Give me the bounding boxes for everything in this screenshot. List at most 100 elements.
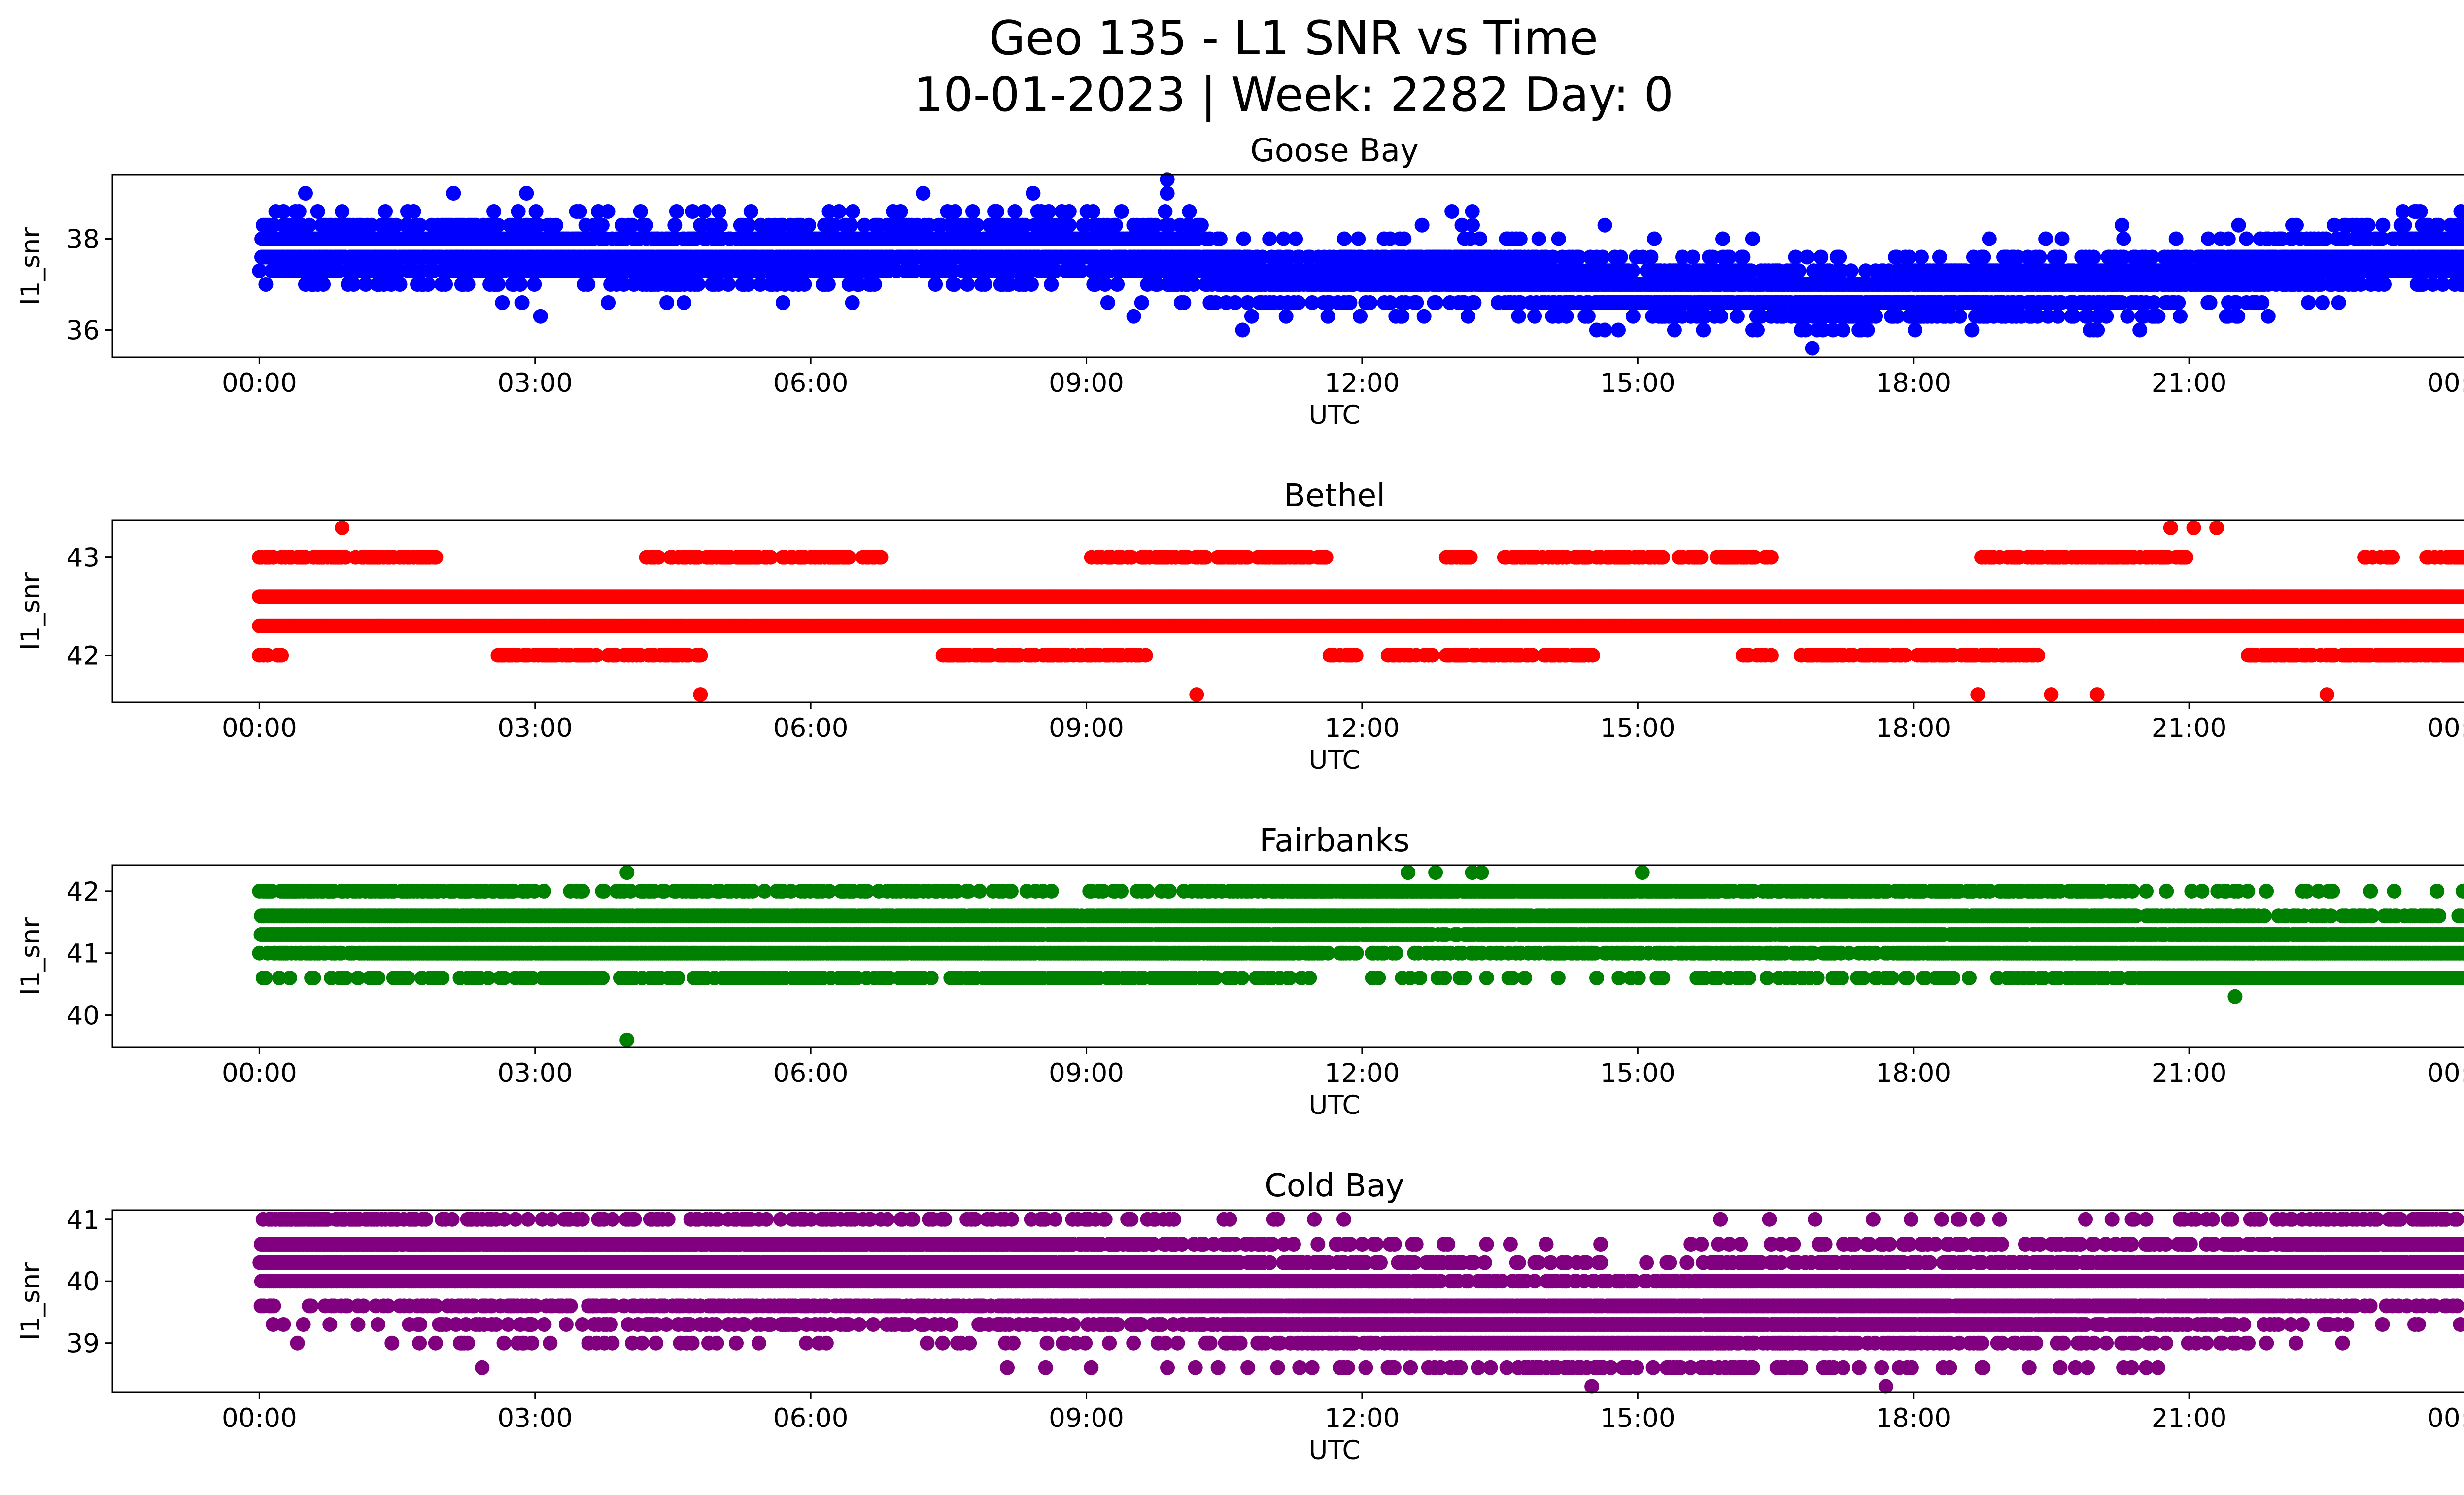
data-point (2051, 309, 2066, 324)
data-point (298, 186, 313, 201)
x-tick-label: 15:00 (1600, 368, 1676, 398)
data-point (1814, 249, 1829, 265)
data-point (358, 277, 374, 292)
data-point (1160, 186, 1175, 201)
data-point (821, 277, 836, 292)
data-point (775, 295, 790, 310)
x-tick-label: 00:00 (2427, 368, 2464, 398)
data-point (490, 217, 506, 233)
data-point (1236, 231, 1251, 246)
data-point (2331, 295, 2346, 310)
data-point (1007, 204, 1023, 219)
data-point (511, 204, 526, 219)
data-point (2255, 295, 2270, 310)
x-tick-label: 09:00 (1049, 368, 1124, 398)
data-point (438, 277, 453, 292)
x-tick-label: 06:00 (773, 368, 849, 398)
subplot-title: Goose Bay (1250, 133, 1419, 169)
scatter-points (252, 520, 2464, 702)
data-point (633, 204, 648, 219)
data-point (1085, 204, 1100, 219)
data-point (831, 204, 847, 219)
data-point (594, 217, 610, 233)
data-point (495, 295, 510, 310)
data-point (1397, 231, 1412, 246)
data-point (2301, 295, 2316, 310)
figure-title-line1: Geo 135 - L1 SNR vs Time (989, 11, 1598, 66)
data-point (659, 295, 675, 310)
data-point (2377, 277, 2392, 292)
x-tick-label: 00:00 (222, 368, 297, 398)
data-point (1932, 249, 1947, 265)
data-point (2038, 231, 2053, 246)
data-point (797, 277, 812, 292)
data-point (2173, 309, 2188, 324)
data-point (1126, 309, 1141, 324)
data-point (2361, 217, 2376, 233)
data-point (519, 186, 534, 201)
data-point (928, 277, 943, 292)
data-point (1026, 186, 1041, 201)
data-point (1363, 295, 1378, 310)
data-point (1336, 231, 1352, 246)
data-point (1527, 309, 1542, 324)
data-point (1559, 309, 1574, 324)
figure-title-line2: 10-01-2023 | Week: 2282 Day: 0 (914, 68, 1674, 122)
data-point (1908, 322, 1923, 338)
data-point (2239, 231, 2254, 246)
data-point (276, 204, 291, 219)
data-point (1844, 263, 1859, 278)
scatter-points (252, 172, 2464, 356)
data-point (2202, 295, 2218, 310)
data-point (1429, 295, 1444, 310)
data-point (378, 204, 393, 219)
data-point (1395, 309, 1410, 324)
data-point (1745, 231, 1760, 246)
data-point (1531, 231, 1546, 246)
data-point (514, 295, 530, 310)
data-point (1342, 295, 1358, 310)
data-point (1613, 249, 1628, 265)
y-tick-label: 38 (67, 225, 100, 255)
data-point (1799, 249, 1814, 265)
data-point (1512, 231, 1528, 246)
data-point (845, 204, 860, 219)
data-point (1832, 249, 1847, 265)
data-point (2315, 295, 2330, 310)
data-point (527, 277, 542, 292)
x-tick-label: 12:00 (1325, 368, 1400, 398)
data-point (1805, 341, 1820, 356)
data-point (2231, 217, 2246, 233)
data-point (1212, 231, 1228, 246)
data-point (1244, 309, 1259, 324)
data-point (1414, 217, 1430, 233)
data-point (316, 277, 331, 292)
data-point (1278, 309, 1294, 324)
data-point (867, 277, 882, 292)
data-point (893, 204, 908, 219)
data-point (1416, 309, 1432, 324)
data-point (1444, 204, 1460, 219)
data-point (1467, 295, 1482, 310)
data-point (1044, 277, 1059, 292)
data-point (572, 204, 587, 219)
data-point (1465, 217, 1480, 233)
data-point (2171, 295, 2186, 310)
data-point (1736, 249, 1751, 265)
data-point (711, 204, 726, 219)
data-point (720, 277, 736, 292)
data-point (600, 204, 616, 219)
data-point (1024, 277, 1039, 292)
data-point (2099, 309, 2114, 324)
data-point (1976, 249, 1991, 265)
data-point (601, 295, 616, 310)
data-point (965, 204, 980, 219)
data-point (916, 186, 931, 201)
data-point (2221, 231, 2236, 246)
data-point (335, 204, 350, 219)
data-point (2168, 231, 2184, 246)
data-point (1291, 295, 1306, 310)
data-point (801, 217, 817, 233)
